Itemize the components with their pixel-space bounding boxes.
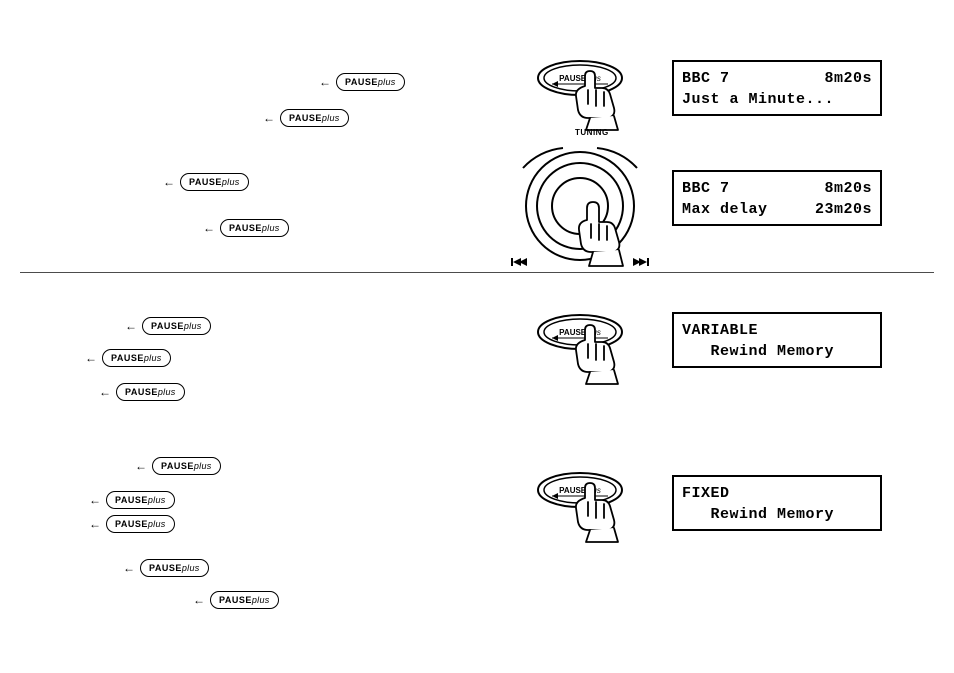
pauseplus-badge: ←PAUSEplus bbox=[106, 514, 175, 533]
pauseplus-badge-pill: ←PAUSEplus bbox=[106, 491, 175, 509]
left-arrow-icon: ← bbox=[89, 493, 101, 507]
pauseplus-text: PAUSEplus bbox=[219, 595, 270, 605]
left-arrow-icon: ← bbox=[203, 221, 215, 235]
pauseplus-badge: ←PAUSEplus bbox=[220, 218, 289, 237]
pauseplus-badge-pill: ←PAUSEplus bbox=[210, 591, 279, 609]
lcd-display-2: BBC 7 8m20s Max delay 23m20s bbox=[672, 170, 882, 226]
left-arrow-icon: ← bbox=[89, 517, 101, 531]
pauseplus-text: PAUSEplus bbox=[289, 113, 340, 123]
left-arrow-icon: ← bbox=[85, 351, 97, 365]
left-arrow-icon: ← bbox=[125, 319, 137, 333]
pauseplus-text: PAUSEplus bbox=[189, 177, 240, 187]
pauseplus-badge-pill: ←PAUSEplus bbox=[102, 349, 171, 367]
lcd4-line1: FIXED bbox=[682, 483, 872, 504]
lcd3-line2: Rewind Memory bbox=[682, 341, 872, 362]
pauseplus-badge-pill: ←PAUSEplus bbox=[142, 317, 211, 335]
lcd2-l2-right: 23m20s bbox=[815, 199, 872, 220]
pauseplus-badge: ←PAUSEplus bbox=[142, 316, 211, 335]
tuning-dial[interactable] bbox=[495, 140, 665, 285]
section-divider bbox=[20, 272, 934, 273]
left-arrow-icon: ← bbox=[163, 175, 175, 189]
pauseplus-badge-pill: ←PAUSEplus bbox=[152, 457, 221, 475]
lcd1-line2: Just a Minute... bbox=[682, 89, 872, 110]
pauseplus-badge: ←PAUSEplus bbox=[180, 172, 249, 191]
left-arrow-icon: ← bbox=[123, 561, 135, 575]
pauseplus-badge: ←PAUSEplus bbox=[336, 72, 405, 91]
pauseplus-badge: ←PAUSEplus bbox=[210, 590, 279, 609]
tuning-label: TUNING bbox=[575, 128, 609, 137]
lcd-display-3: VARIABLE Rewind Memory bbox=[672, 312, 882, 368]
pauseplus-badge: ←PAUSEplus bbox=[152, 456, 221, 475]
pauseplus-text: PAUSEplus bbox=[111, 353, 162, 363]
pauseplus-button-press-3[interactable]: PAUSEplus bbox=[530, 468, 650, 553]
pauseplus-text: PAUSEplus bbox=[229, 223, 280, 233]
pauseplus-badge: ←PAUSEplus bbox=[116, 382, 185, 401]
left-arrow-icon: ← bbox=[193, 593, 205, 607]
pauseplus-badge: ←PAUSEplus bbox=[280, 108, 349, 127]
lcd2-l1-left: BBC 7 bbox=[682, 178, 730, 199]
left-arrow-icon: ← bbox=[263, 111, 275, 125]
left-arrow-icon: ← bbox=[99, 385, 111, 399]
pauseplus-badge-pill: ←PAUSEplus bbox=[106, 515, 175, 533]
left-arrow-icon: ← bbox=[135, 459, 147, 473]
pauseplus-text: PAUSEplus bbox=[125, 387, 176, 397]
pauseplus-badge-pill: ←PAUSEplus bbox=[280, 109, 349, 127]
left-arrow-icon: ← bbox=[319, 75, 331, 89]
pauseplus-badge: ←PAUSEplus bbox=[140, 558, 209, 577]
pauseplus-text: PAUSEplus bbox=[161, 461, 212, 471]
pauseplus-badge-pill: ←PAUSEplus bbox=[116, 383, 185, 401]
pauseplus-text: PAUSEplus bbox=[149, 563, 200, 573]
pauseplus-text: PAUSEplus bbox=[345, 77, 396, 87]
pauseplus-button-press-2[interactable]: PAUSEplus bbox=[530, 310, 650, 395]
pauseplus-badge-pill: ←PAUSEplus bbox=[336, 73, 405, 91]
lcd2-l2-left: Max delay bbox=[682, 199, 768, 220]
lcd1-left: BBC 7 bbox=[682, 68, 730, 89]
pauseplus-text: PAUSEplus bbox=[151, 321, 202, 331]
pauseplus-badge-pill: ←PAUSEplus bbox=[180, 173, 249, 191]
lcd1-right: 8m20s bbox=[824, 68, 872, 89]
pauseplus-badge: ←PAUSEplus bbox=[102, 348, 171, 367]
pauseplus-badge-pill: ←PAUSEplus bbox=[220, 219, 289, 237]
lcd-display-4: FIXED Rewind Memory bbox=[672, 475, 882, 531]
lcd3-line1: VARIABLE bbox=[682, 320, 872, 341]
pauseplus-text: PAUSEplus bbox=[115, 519, 166, 529]
lcd-display-1: BBC 7 8m20s Just a Minute... bbox=[672, 60, 882, 116]
pauseplus-badge-pill: ←PAUSEplus bbox=[140, 559, 209, 577]
pauseplus-badge: ←PAUSEplus bbox=[106, 490, 175, 509]
lcd4-line2: Rewind Memory bbox=[682, 504, 872, 525]
lcd2-l1-right: 8m20s bbox=[824, 178, 872, 199]
pauseplus-text: PAUSEplus bbox=[115, 495, 166, 505]
